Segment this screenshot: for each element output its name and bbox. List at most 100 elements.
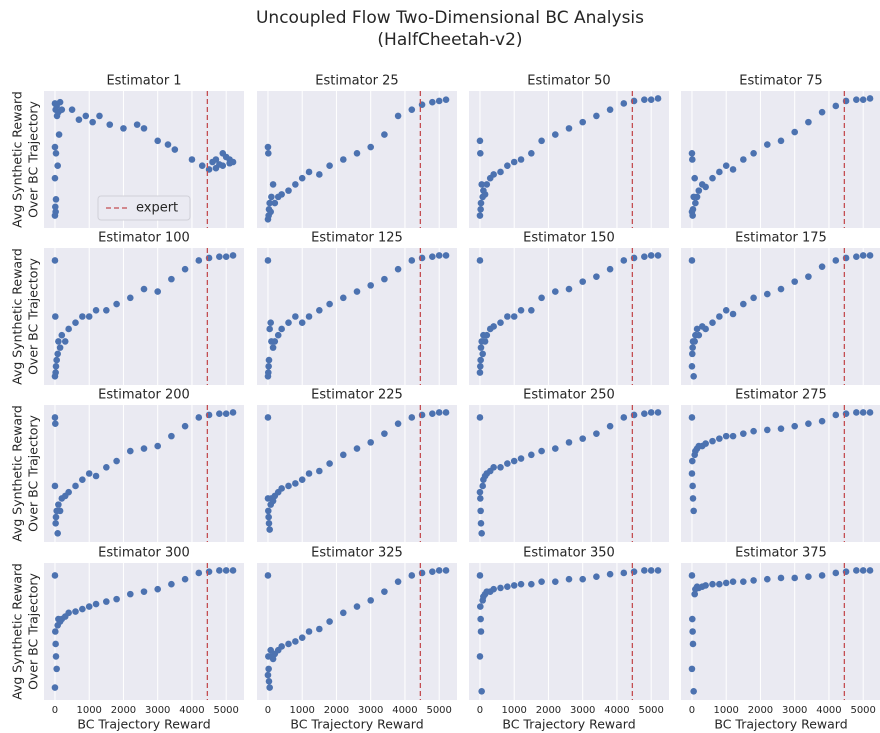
point — [195, 257, 203, 264]
plot-area — [257, 91, 457, 228]
point — [497, 463, 504, 471]
point — [504, 583, 511, 590]
point — [51, 372, 59, 380]
point — [729, 310, 737, 318]
point — [408, 414, 416, 421]
point — [154, 585, 161, 593]
x-tick-label: 5000 — [213, 705, 238, 716]
point — [641, 410, 648, 418]
point — [791, 422, 798, 430]
point — [285, 187, 292, 194]
point — [381, 131, 388, 138]
point — [274, 331, 282, 339]
point — [791, 278, 798, 285]
point — [72, 482, 79, 490]
point — [265, 678, 273, 685]
point — [353, 603, 361, 610]
point — [702, 325, 709, 333]
point — [693, 193, 701, 201]
point — [340, 609, 347, 617]
point — [226, 159, 233, 167]
point — [222, 410, 230, 418]
point — [52, 513, 60, 521]
point — [750, 427, 757, 435]
point — [818, 263, 826, 270]
x-tick-label: 2000 — [111, 705, 136, 716]
point — [777, 574, 785, 582]
point — [52, 196, 60, 203]
point — [702, 440, 709, 447]
panel-title: Estimator 100 — [98, 231, 190, 246]
point — [171, 146, 179, 153]
point — [52, 203, 59, 211]
point — [394, 265, 402, 273]
point — [326, 162, 333, 170]
plot-area — [44, 248, 244, 385]
point — [164, 141, 172, 148]
point — [688, 208, 696, 216]
point — [689, 628, 696, 635]
point — [268, 193, 275, 201]
point — [394, 420, 402, 427]
point — [477, 520, 485, 527]
point — [688, 257, 696, 264]
panel-title: Estimator 200 — [98, 388, 190, 403]
point — [292, 181, 299, 188]
point — [266, 684, 273, 691]
point — [381, 275, 388, 283]
point — [298, 174, 306, 182]
point — [442, 567, 450, 574]
point — [689, 344, 696, 351]
point — [750, 149, 757, 157]
point — [528, 306, 535, 314]
point — [805, 420, 812, 427]
x-axis-label: BC Trajectory Reward — [714, 717, 847, 732]
point — [716, 435, 723, 442]
panel-title: Estimator 25 — [315, 74, 398, 89]
point — [353, 445, 361, 452]
point — [504, 313, 511, 320]
point — [805, 573, 812, 580]
point — [394, 112, 402, 120]
x-tick-label: 5000 — [426, 705, 451, 716]
point — [729, 166, 737, 173]
point — [435, 97, 443, 105]
point — [264, 372, 272, 380]
point — [565, 285, 573, 293]
point — [229, 252, 237, 259]
point — [479, 350, 486, 358]
panel-title: Estimator 275 — [735, 388, 827, 403]
point — [688, 665, 696, 673]
plot-area — [257, 248, 457, 385]
point — [740, 578, 747, 585]
point — [483, 181, 491, 188]
point — [264, 671, 272, 679]
point — [654, 567, 662, 574]
x-tick-label: 5000 — [850, 705, 875, 716]
panel-title: Estimator 75 — [739, 74, 822, 89]
point — [866, 567, 874, 574]
point — [579, 278, 586, 285]
point — [517, 156, 525, 163]
point — [52, 520, 59, 527]
point — [490, 323, 497, 330]
point — [58, 331, 66, 339]
point — [689, 495, 697, 502]
point — [55, 131, 63, 138]
point — [92, 472, 100, 480]
point — [265, 356, 273, 364]
point — [269, 181, 277, 188]
point — [264, 414, 272, 421]
point — [866, 409, 874, 416]
point — [764, 290, 771, 298]
point — [133, 121, 141, 128]
panel-title: Estimator 175 — [735, 231, 827, 246]
point — [265, 513, 272, 521]
point — [476, 212, 484, 219]
plot-area — [469, 248, 669, 385]
point — [56, 507, 64, 515]
x-tick-label: 4000 — [604, 705, 629, 716]
point — [367, 143, 374, 151]
panel-title: Estimator 325 — [311, 546, 403, 561]
point — [212, 164, 220, 172]
